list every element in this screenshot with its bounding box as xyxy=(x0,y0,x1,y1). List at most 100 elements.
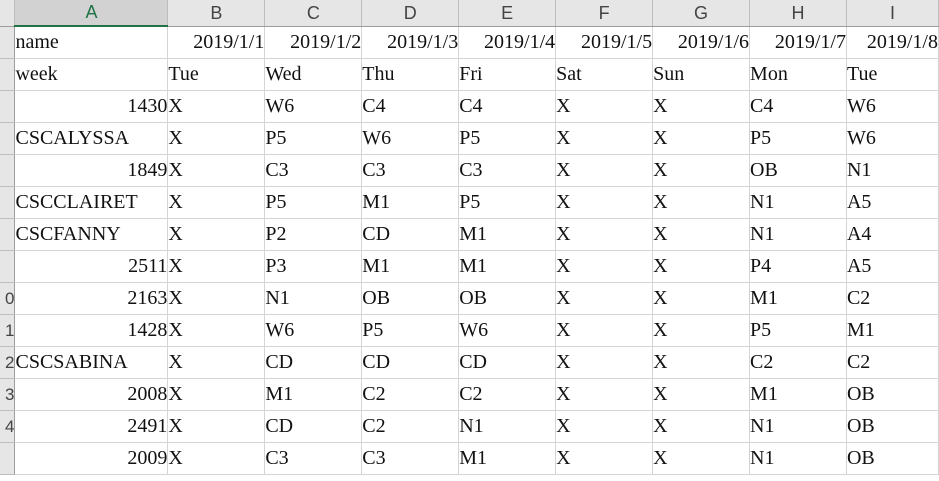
cell-b5[interactable]: X xyxy=(167,154,266,187)
cell-c7[interactable]: P2 xyxy=(264,218,363,251)
cell-d6[interactable]: M1 xyxy=(361,186,460,219)
cell-f13[interactable]: X xyxy=(555,410,654,443)
row-header[interactable] xyxy=(0,122,16,155)
cell-b8[interactable]: X xyxy=(167,250,266,283)
cell-d8[interactable]: M1 xyxy=(361,250,460,283)
cell-i13[interactable]: OB xyxy=(846,410,939,443)
column-header-g[interactable]: G xyxy=(652,0,751,27)
cell-d7[interactable]: CD xyxy=(361,218,460,251)
cell-a8[interactable]: 2511 xyxy=(14,250,169,283)
cell-b4[interactable]: X xyxy=(167,122,266,155)
cell-c4[interactable]: P5 xyxy=(264,122,363,155)
cell-f3[interactable]: X xyxy=(555,90,654,123)
cell-a6[interactable]: CSCCLAIRET xyxy=(14,186,169,219)
row-header[interactable] xyxy=(0,90,16,123)
cell-i8[interactable]: A5 xyxy=(846,250,939,283)
cell-i7[interactable]: A4 xyxy=(846,218,939,251)
cell-e14[interactable]: M1 xyxy=(458,442,557,475)
cell-d3[interactable]: C4 xyxy=(361,90,460,123)
cell-a14[interactable]: 2009 xyxy=(14,442,169,475)
cell-e10[interactable]: W6 xyxy=(458,314,557,347)
cell-e3[interactable]: C4 xyxy=(458,90,557,123)
cell-c14[interactable]: C3 xyxy=(264,442,363,475)
cell-d11[interactable]: CD xyxy=(361,346,460,379)
cell-g7[interactable]: X xyxy=(652,218,751,251)
cell-e8[interactable]: M1 xyxy=(458,250,557,283)
cell-b9[interactable]: X xyxy=(167,282,266,315)
cell-d13[interactable]: C2 xyxy=(361,410,460,443)
cell-d1[interactable]: 2019/1/3 xyxy=(361,26,460,59)
cell-e2[interactable]: Fri xyxy=(458,58,557,91)
select-all-corner[interactable] xyxy=(0,0,16,27)
cell-a11[interactable]: CSCSABINA xyxy=(14,346,169,379)
cell-d5[interactable]: C3 xyxy=(361,154,460,187)
cell-b10[interactable]: X xyxy=(167,314,266,347)
cell-e7[interactable]: M1 xyxy=(458,218,557,251)
cell-e9[interactable]: OB xyxy=(458,282,557,315)
cell-h8[interactable]: P4 xyxy=(749,250,847,283)
cell-h12[interactable]: M1 xyxy=(749,378,847,411)
cell-h11[interactable]: C2 xyxy=(749,346,847,379)
cell-f12[interactable]: X xyxy=(555,378,654,411)
cell-b2[interactable]: Tue xyxy=(167,58,266,91)
cell-h6[interactable]: N1 xyxy=(749,186,847,219)
cell-c3[interactable]: W6 xyxy=(264,90,363,123)
cell-i2[interactable]: Tue xyxy=(846,58,939,91)
cell-i5[interactable]: N1 xyxy=(846,154,939,187)
cell-c9[interactable]: N1 xyxy=(264,282,363,315)
cell-h7[interactable]: N1 xyxy=(749,218,847,251)
row-header[interactable] xyxy=(0,186,16,219)
cell-i3[interactable]: W6 xyxy=(846,90,939,123)
cell-h14[interactable]: N1 xyxy=(749,442,847,475)
cell-f5[interactable]: X xyxy=(555,154,654,187)
cell-f10[interactable]: X xyxy=(555,314,654,347)
cell-a1[interactable]: name xyxy=(14,26,169,59)
cell-a10[interactable]: 1428 xyxy=(14,314,169,347)
row-header[interactable] xyxy=(0,218,16,251)
row-header[interactable]: 0 xyxy=(0,282,16,315)
cell-e12[interactable]: C2 xyxy=(458,378,557,411)
column-header-e[interactable]: E xyxy=(458,0,557,27)
cell-g11[interactable]: X xyxy=(652,346,751,379)
column-header-c[interactable]: C xyxy=(264,0,363,27)
cell-a12[interactable]: 2008 xyxy=(14,378,169,411)
column-header-f[interactable]: F xyxy=(555,0,654,27)
cell-d12[interactable]: C2 xyxy=(361,378,460,411)
cell-d10[interactable]: P5 xyxy=(361,314,460,347)
column-header-d[interactable]: D xyxy=(361,0,460,27)
cell-c8[interactable]: P3 xyxy=(264,250,363,283)
cell-d14[interactable]: C3 xyxy=(361,442,460,475)
cell-b6[interactable]: X xyxy=(167,186,266,219)
row-header[interactable]: 3 xyxy=(0,378,16,411)
row-header[interactable]: 4 xyxy=(0,410,16,443)
cell-e11[interactable]: CD xyxy=(458,346,557,379)
cell-b12[interactable]: X xyxy=(167,378,266,411)
cell-e1[interactable]: 2019/1/4 xyxy=(458,26,557,59)
cell-f1[interactable]: 2019/1/5 xyxy=(555,26,654,59)
cell-f7[interactable]: X xyxy=(555,218,654,251)
cell-b3[interactable]: X xyxy=(167,90,266,123)
cell-c1[interactable]: 2019/1/2 xyxy=(264,26,363,59)
cell-e6[interactable]: P5 xyxy=(458,186,557,219)
cell-g14[interactable]: X xyxy=(652,442,751,475)
cell-h1[interactable]: 2019/1/7 xyxy=(749,26,847,59)
cell-a13[interactable]: 2491 xyxy=(14,410,169,443)
cell-i14[interactable]: OB xyxy=(846,442,939,475)
cell-b7[interactable]: X xyxy=(167,218,266,251)
cell-d9[interactable]: OB xyxy=(361,282,460,315)
cell-e5[interactable]: C3 xyxy=(458,154,557,187)
row-header[interactable] xyxy=(0,442,16,475)
cell-g5[interactable]: X xyxy=(652,154,751,187)
cell-a9[interactable]: 2163 xyxy=(14,282,169,315)
cell-g1[interactable]: 2019/1/6 xyxy=(652,26,751,59)
cell-e4[interactable]: P5 xyxy=(458,122,557,155)
cell-a2[interactable]: week xyxy=(14,58,169,91)
cell-c12[interactable]: M1 xyxy=(264,378,363,411)
cell-h10[interactable]: P5 xyxy=(749,314,847,347)
cell-g8[interactable]: X xyxy=(652,250,751,283)
cell-c11[interactable]: CD xyxy=(264,346,363,379)
cell-h2[interactable]: Mon xyxy=(749,58,847,91)
cell-d4[interactable]: W6 xyxy=(361,122,460,155)
cell-h5[interactable]: OB xyxy=(749,154,847,187)
cell-c2[interactable]: Wed xyxy=(264,58,363,91)
